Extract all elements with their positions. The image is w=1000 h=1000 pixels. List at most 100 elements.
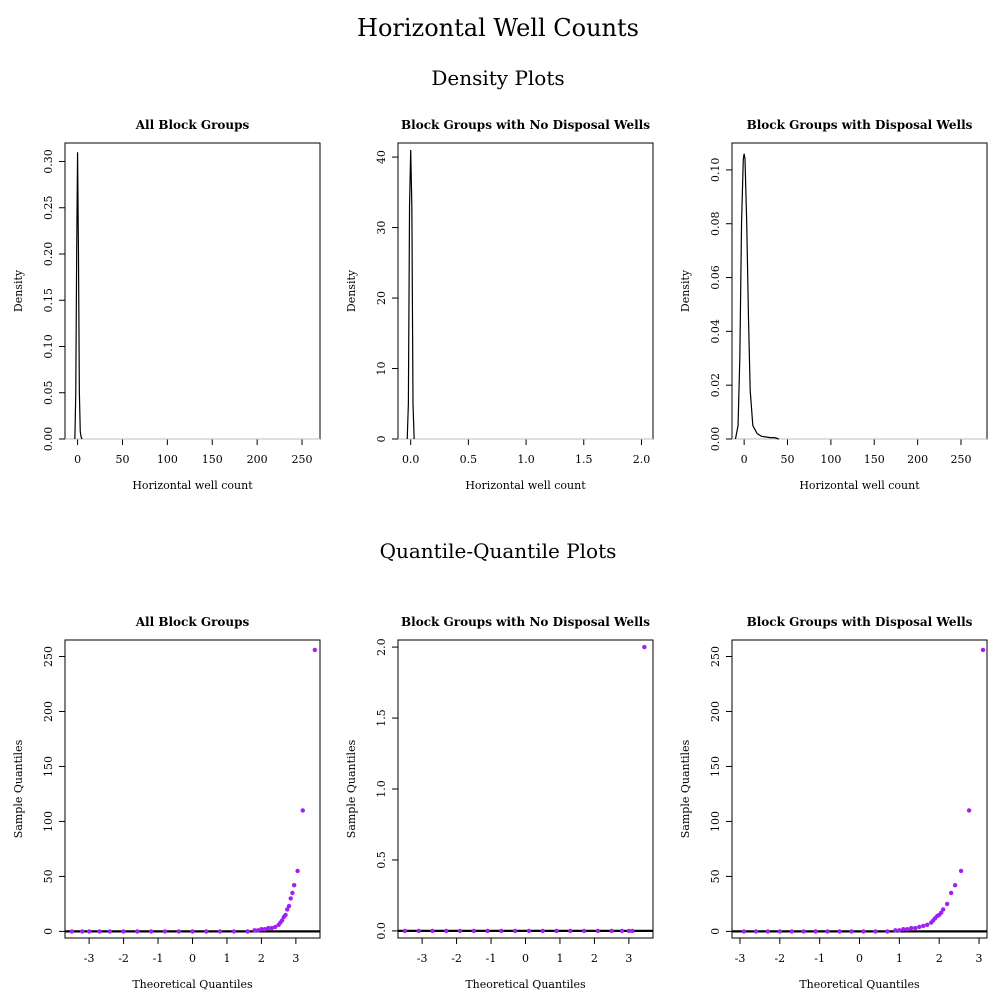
y-tick-label: 0.0	[375, 922, 388, 940]
qq-point	[609, 928, 614, 934]
qq-point	[526, 928, 532, 934]
qq-point	[259, 927, 264, 932]
qq-point	[581, 928, 587, 934]
density-curve	[406, 150, 415, 440]
y-tick-label: 1.5	[375, 709, 388, 727]
qq-point	[444, 928, 449, 934]
qq-point	[416, 928, 421, 934]
y-axis-label: Density	[345, 269, 358, 312]
x-tick-label: -1	[486, 952, 497, 965]
y-tick-label: 150	[42, 756, 55, 777]
panel-title: All Block Groups	[135, 118, 250, 132]
qq-point	[885, 929, 890, 934]
x-tick-label: -3	[84, 952, 95, 965]
qq-point	[190, 929, 195, 934]
x-tick-label: 0	[522, 952, 529, 965]
qq-point	[245, 929, 250, 934]
plot-frame	[64, 639, 321, 939]
x-tick-label: 150	[864, 453, 885, 466]
qq-point	[789, 929, 794, 934]
qq-point	[148, 929, 154, 934]
qq-point	[231, 929, 237, 934]
qq-point	[925, 922, 930, 927]
y-tick-label: 0	[42, 928, 55, 935]
y-tick-label: 2.0	[375, 638, 388, 656]
qq-point	[813, 929, 818, 934]
qq-point	[948, 890, 954, 896]
y-tick-label: 0.5	[375, 851, 388, 869]
x-tick-label: -2	[451, 952, 462, 965]
qq-point	[295, 868, 300, 874]
panel-title: Block Groups with No Disposal Wells	[401, 615, 650, 629]
qq-point	[457, 928, 463, 934]
panel-title: Block Groups with Disposal Wells	[747, 615, 973, 629]
x-tick-label: 2.0	[633, 453, 651, 466]
qq-point	[897, 928, 902, 933]
qq-point	[162, 929, 168, 934]
x-tick-label: 1	[556, 952, 563, 965]
qq-point	[121, 929, 126, 934]
panel-title: All Block Groups	[135, 615, 250, 629]
y-tick-label: 0.10	[709, 158, 722, 183]
panel-title: Block Groups with No Disposal Wells	[401, 118, 650, 132]
x-tick-label: 1	[896, 952, 903, 965]
x-tick-label: -3	[735, 952, 746, 965]
qq-point	[921, 923, 926, 929]
y-tick-label: 100	[42, 811, 55, 832]
plot-frame	[397, 142, 654, 440]
y-tick-label: 0.05	[42, 381, 55, 406]
x-axis-label: Horizontal well count	[132, 479, 253, 492]
x-tick-label: 2	[258, 952, 265, 965]
qq-point	[952, 883, 958, 888]
x-tick-label: 3	[976, 952, 983, 965]
panel-1: All Block Groups 0 50 100 150 200 250 0.00 0.05 0…	[12, 118, 321, 492]
y-tick-label: 0.02	[709, 373, 722, 398]
qq-point	[958, 868, 964, 874]
qq-point	[176, 929, 181, 934]
qq-point	[801, 929, 806, 934]
qq-point	[430, 928, 435, 934]
qq-point	[312, 647, 318, 653]
qq-point	[290, 890, 295, 896]
y-tick-label: 0.30	[42, 149, 55, 174]
x-axis-label: Theoretical Quantiles	[132, 978, 253, 991]
qq-point	[980, 647, 986, 653]
y-tick-label: 50	[42, 869, 55, 883]
x-tick-label: 100	[157, 453, 178, 466]
qq-point	[97, 929, 102, 934]
qq-point	[288, 896, 293, 901]
qq-point	[626, 928, 632, 934]
qq-point	[285, 907, 290, 912]
qq-point	[273, 924, 278, 930]
y-tick-label: 0.00	[709, 427, 722, 452]
x-tick-label: -2	[118, 952, 129, 965]
y-axis-label: Sample Quantiles	[12, 739, 25, 838]
x-tick-label: -2	[774, 952, 785, 965]
y-axis-label: Density	[12, 269, 25, 312]
qq-point	[966, 808, 972, 813]
x-tick-label: 250	[292, 453, 313, 466]
qq-section-title: Quantile-Quantile Plots	[380, 539, 617, 563]
y-tick-label: 0	[375, 436, 388, 443]
qq-point	[402, 928, 408, 934]
panel-3: Block Groups with Disposal Wells 0 50 100 15…	[679, 118, 988, 492]
y-tick-label: 100	[709, 811, 722, 832]
x-tick-label: 50	[115, 453, 129, 466]
x-tick-label: -1	[814, 952, 825, 965]
panel-6: Block Groups with Disposal Wells -3 -2 -1 0 1…	[679, 615, 988, 991]
y-tick-label: 20	[375, 291, 388, 305]
qq-point	[873, 929, 878, 934]
qq-point	[861, 929, 866, 934]
y-tick-label: 200	[709, 701, 722, 722]
x-tick-label: 200	[247, 453, 268, 466]
y-tick-label: 0	[709, 928, 722, 935]
figure-title: Horizontal Well Counts	[357, 14, 639, 42]
qq-point	[286, 903, 292, 909]
y-tick-label: 0.10	[42, 334, 55, 359]
y-tick-label: 250	[709, 646, 722, 667]
panel-title: Block Groups with Disposal Wells	[747, 118, 973, 132]
y-tick-label: 250	[42, 646, 55, 667]
qq-point	[80, 929, 85, 934]
qq-point	[753, 929, 759, 934]
